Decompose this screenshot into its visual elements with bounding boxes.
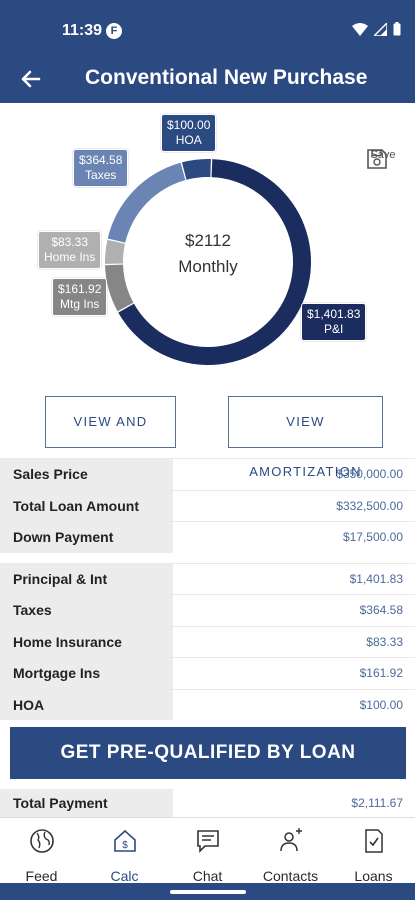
save-icon	[367, 149, 387, 169]
table-row: Taxes $364.58	[0, 594, 415, 626]
battery-icon	[393, 22, 401, 36]
table-row: Sales Price $350,000.00	[0, 458, 415, 490]
slice-mtg-ins	[105, 264, 134, 312]
row-label: Down Payment	[0, 522, 173, 553]
callout-amount: $161.92	[58, 282, 102, 296]
callout-name: Mtg Ins	[60, 297, 100, 311]
view-amortization-button[interactable]: VIEW AMORTIZATION	[228, 396, 383, 479]
callout-name: Taxes	[85, 168, 117, 182]
callout-name: P&I	[324, 322, 344, 336]
table-row: Total Loan Amount $332,500.00	[0, 489, 415, 521]
bottom-nav: Feed $ Calc Chat Contacts Loans	[0, 817, 415, 884]
wifi-icon	[352, 22, 368, 36]
row-label: Principal & Int	[0, 563, 173, 594]
table-row: Principal & Int $1,401.83	[0, 562, 415, 594]
nav-feed[interactable]: Feed	[0, 818, 83, 884]
page-title: Conventional New Purchase	[85, 66, 368, 89]
app-notification-icon: F	[106, 23, 122, 39]
row-value: $161.92	[359, 666, 403, 680]
row-label: HOA	[0, 689, 173, 720]
table-row: Mortgage Ins $161.92	[0, 657, 415, 689]
gesture-bar	[0, 883, 415, 900]
row-value: $100.00	[359, 697, 403, 712]
nav-label: Loans	[354, 868, 393, 884]
status-bar: 11:39 F	[0, 0, 415, 56]
nav-contacts[interactable]: Contacts	[249, 818, 332, 884]
table-row: Down Payment $17,500.00	[0, 521, 415, 553]
row-label: Mortgage Ins	[0, 658, 173, 689]
callout-amount: $100.00	[167, 118, 211, 132]
view-and-share-button[interactable]: VIEW AND SHARE	[45, 396, 176, 479]
callout-amount: $364.58	[79, 153, 123, 167]
back-arrow-icon[interactable]	[14, 64, 46, 94]
callout-name: HOA	[175, 133, 202, 147]
callout-amount: $1,401.83	[307, 307, 361, 321]
row-label: Home Insurance	[0, 626, 173, 657]
callout-name: Home Ins	[44, 250, 96, 264]
callout-home-ins: $83.33 Home Ins	[38, 231, 102, 269]
nav-calc[interactable]: $ Calc	[83, 818, 166, 884]
chat-icon	[196, 830, 219, 853]
total-value: $2,111.67	[351, 796, 403, 810]
row-label: Taxes	[0, 595, 173, 626]
table-row: Home Insurance $83.33	[0, 625, 415, 657]
total-payment-row: Total Payment $2,111.67	[0, 789, 415, 817]
monthly-label: Monthly	[178, 257, 238, 276]
document-check-icon	[364, 829, 383, 853]
globe-icon	[29, 829, 54, 853]
nav-label: Calc	[110, 868, 139, 884]
total-label: Total Payment	[0, 789, 173, 817]
system-icons	[352, 22, 401, 36]
row-value: $83.33	[366, 634, 403, 649]
row-value: $332,500.00	[336, 498, 403, 513]
callout-amount: $83.33	[51, 235, 89, 249]
callout-taxes: $364.58 Taxes	[73, 149, 129, 187]
slice-taxes	[107, 162, 186, 243]
nav-label: Contacts	[262, 868, 319, 884]
svg-text:$: $	[122, 840, 128, 851]
nav-label: Chat	[192, 868, 223, 884]
slice-home-ins	[105, 239, 125, 264]
contacts-icon	[279, 828, 302, 852]
app-bar: 11:39 F Conventional New Purchase	[0, 0, 415, 103]
save-button[interactable]: Save	[365, 147, 401, 169]
nav-chat[interactable]: Chat	[166, 818, 249, 884]
callout-hoa: $100.00 HOA	[161, 114, 217, 152]
row-value: $1,401.83	[349, 571, 403, 586]
callout-p-i: $1,401.83 P&I	[301, 303, 367, 341]
row-value: $350,000.00	[336, 467, 403, 481]
slice-hoa	[181, 159, 211, 180]
row-value: $17,500.00	[342, 530, 403, 544]
nav-label: Feed	[25, 868, 58, 884]
row-value: $364.58	[359, 603, 403, 617]
row-label: Total Loan Amount	[0, 490, 173, 521]
status-time: 11:39	[62, 22, 103, 39]
calculator-house-icon: $	[113, 829, 136, 852]
row-label: Sales Price	[0, 459, 173, 490]
section-gap	[0, 553, 415, 563]
monthly-amount: $2112	[184, 231, 231, 250]
payment-chart: $1,401.83 P&I $161.92 Mtg Ins $83.33 Home Ins…	[0, 103, 415, 393]
save-label: Save	[370, 149, 396, 161]
nav-loans[interactable]: Loans	[332, 818, 415, 884]
loan-details-table: Sales Price $350,000.00 Total Loan Amount…	[0, 458, 415, 720]
callout-mtg-ins: $161.92 Mtg Ins	[52, 278, 108, 316]
get-prequalified-button[interactable]: GET PRE-QUALIFIED BY LOAN	[10, 727, 406, 779]
donut-chart	[105, 159, 312, 365]
home-indicator	[170, 890, 246, 894]
signal-icon	[374, 22, 387, 36]
table-row: HOA $100.00	[0, 688, 415, 720]
